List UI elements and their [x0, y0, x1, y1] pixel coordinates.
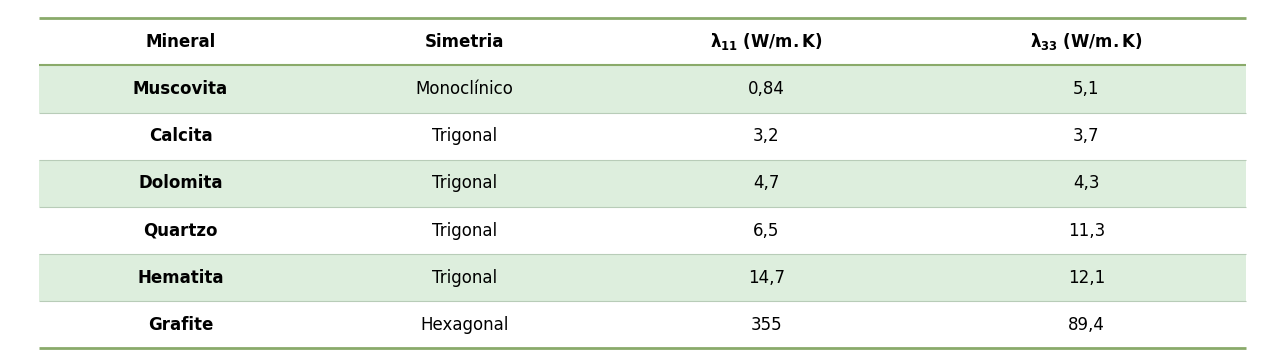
Text: Calcita: Calcita [149, 127, 212, 145]
Text: 12,1: 12,1 [1068, 269, 1105, 287]
Text: Dolomita: Dolomita [139, 174, 222, 192]
Text: 3,2: 3,2 [753, 127, 780, 145]
Text: Simetria: Simetria [424, 33, 504, 51]
Text: Trigonal: Trigonal [432, 221, 497, 240]
Text: Trigonal: Trigonal [432, 174, 497, 192]
Text: $\mathbf{\lambda_{11}}$ $\mathbf{(W/m.K)}$: $\mathbf{\lambda_{11}}$ $\mathbf{(W/m.K)… [711, 31, 822, 52]
Text: 4,7: 4,7 [753, 174, 780, 192]
Text: 14,7: 14,7 [748, 269, 785, 287]
Text: Quartzo: Quartzo [143, 221, 217, 240]
Text: Grafite: Grafite [148, 316, 213, 334]
Bar [39, 160, 1246, 207]
Text: Hematita: Hematita [137, 269, 224, 287]
Bar [39, 301, 1246, 348]
Text: Mineral: Mineral [145, 33, 216, 51]
Text: 6,5: 6,5 [753, 221, 780, 240]
Bar [39, 207, 1246, 254]
Text: Muscovita: Muscovita [132, 80, 227, 98]
Bar [39, 254, 1246, 301]
Text: $\mathbf{\lambda_{33}}$ $\mathbf{(W/m.K)}$: $\mathbf{\lambda_{33}}$ $\mathbf{(W/m.K)… [1031, 31, 1142, 52]
Bar [39, 113, 1246, 160]
Bar [39, 65, 1246, 113]
Text: Monoclínico: Monoclínico [415, 80, 513, 98]
Text: 4,3: 4,3 [1073, 174, 1100, 192]
Text: Hexagonal: Hexagonal [420, 316, 509, 334]
Text: 3,7: 3,7 [1073, 127, 1100, 145]
Text: 11,3: 11,3 [1068, 221, 1105, 240]
Text: 0,84: 0,84 [748, 80, 785, 98]
Text: Trigonal: Trigonal [432, 127, 497, 145]
Text: 355: 355 [750, 316, 783, 334]
Bar [39, 18, 1246, 65]
Text: 89,4: 89,4 [1068, 316, 1105, 334]
Text: Trigonal: Trigonal [432, 269, 497, 287]
Text: 5,1: 5,1 [1073, 80, 1100, 98]
